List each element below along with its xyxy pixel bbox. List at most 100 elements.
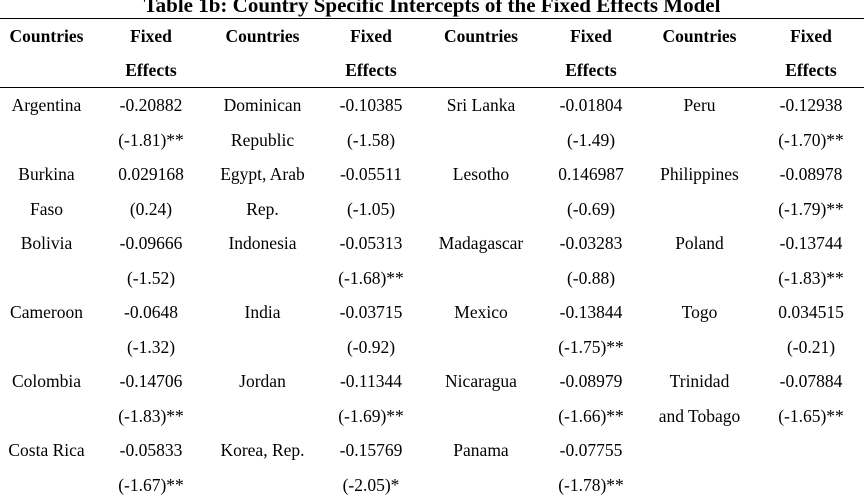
country-cell: Bolivia <box>0 226 98 261</box>
fixed-effect-cell: (-1.65)** <box>758 399 864 434</box>
fixed-effect-cell: -0.03283 <box>541 226 641 261</box>
header-countries: Countries <box>204 19 321 54</box>
country-cell: Indonesia <box>204 226 321 261</box>
fixed-effect-cell: -0.08979 <box>541 364 641 399</box>
country-cell: Lesotho <box>421 157 541 192</box>
country-cell: Faso <box>0 192 98 227</box>
country-cell <box>421 123 541 158</box>
fixed-effect-cell: (-1.75)** <box>541 330 641 365</box>
table-row: Faso(0.24)Rep.(-1.05)(-0.69)(-1.79)** <box>0 192 864 227</box>
fixed-effect-cell: 0.029168 <box>98 157 204 192</box>
fixed-effect-cell: -0.05511 <box>321 157 421 192</box>
header-fixed-effects: Fixed <box>98 19 204 54</box>
fixed-effect-cell: (-1.32) <box>98 330 204 365</box>
country-cell: Mexico <box>421 295 541 330</box>
country-cell: Poland <box>641 226 758 261</box>
fixed-effect-cell: -0.15769 <box>321 433 421 468</box>
country-cell: Nicaragua <box>421 364 541 399</box>
country-cell <box>641 261 758 296</box>
header-countries <box>204 53 321 88</box>
fixed-effect-cell: -0.20882 <box>98 88 204 123</box>
country-cell <box>0 261 98 296</box>
fixed-effect-cell: (-1.49) <box>541 123 641 158</box>
table-row: (-1.32)(-0.92)(-1.75)**(-0.21) <box>0 330 864 365</box>
fixed-effect-cell: (-1.66)** <box>541 399 641 434</box>
fixed-effect-cell: (-1.78)** <box>541 468 641 502</box>
fixed-effect-cell: (-0.21) <box>758 330 864 365</box>
fixed-effect-cell: (-1.69)** <box>321 399 421 434</box>
country-cell: Republic <box>204 123 321 158</box>
country-cell <box>641 123 758 158</box>
header-countries <box>641 53 758 88</box>
country-cell: Madagascar <box>421 226 541 261</box>
country-cell <box>641 192 758 227</box>
country-cell: Rep. <box>204 192 321 227</box>
header-countries: Countries <box>641 19 758 54</box>
fixed-effect-cell: (-2.05)* <box>321 468 421 502</box>
header-fixed-effects: Effects <box>758 53 864 88</box>
table-row: (-1.83)** (-1.69)** (-1.66)**and Tobago(-1… <box>0 399 864 434</box>
fixed-effect-cell <box>758 433 864 468</box>
country-cell: Cameroon <box>0 295 98 330</box>
country-cell <box>204 330 321 365</box>
country-cell: Argentina <box>0 88 98 123</box>
country-cell <box>421 399 541 434</box>
country-cell <box>641 433 758 468</box>
country-cell: Egypt, Arab <box>204 157 321 192</box>
fixed-effect-cell: -0.12938 <box>758 88 864 123</box>
country-cell <box>204 399 321 434</box>
header-fixed-effects: Fixed <box>758 19 864 54</box>
fixed-effect-cell: -0.01804 <box>541 88 641 123</box>
country-cell <box>0 123 98 158</box>
fixed-effect-cell: -0.09666 <box>98 226 204 261</box>
header-fixed-effects: Fixed <box>541 19 641 54</box>
country-cell: Dominican <box>204 88 321 123</box>
fixed-effect-cell: -0.05313 <box>321 226 421 261</box>
fixed-effect-cell: -0.10385 <box>321 88 421 123</box>
fixed-effect-cell: (-0.88) <box>541 261 641 296</box>
header-countries <box>0 53 98 88</box>
fixed-effect-cell: (-1.79)** <box>758 192 864 227</box>
table-row: (-1.81)**Republic(-1.58)(-1.49)(-1.70)** <box>0 123 864 158</box>
fixed-effect-cell: 0.146987 <box>541 157 641 192</box>
fixed-effect-cell: (-1.68)** <box>321 261 421 296</box>
country-cell: Colombia <box>0 364 98 399</box>
header-countries <box>421 53 541 88</box>
fixed-effect-cell: (-0.69) <box>541 192 641 227</box>
country-cell <box>421 330 541 365</box>
fixed-effect-cell <box>758 468 864 502</box>
country-cell <box>204 261 321 296</box>
fixed-effect-cell: (-1.52) <box>98 261 204 296</box>
country-cell <box>421 261 541 296</box>
fixed-effect-cell: -0.07755 <box>541 433 641 468</box>
country-cell <box>0 330 98 365</box>
fixed-effect-cell: -0.0648 <box>98 295 204 330</box>
fixed-effect-cell: (-1.58) <box>321 123 421 158</box>
country-cell <box>0 468 98 502</box>
country-cell <box>421 192 541 227</box>
fixed-effect-cell: (-1.70)** <box>758 123 864 158</box>
fixed-effect-cell: 0.034515 <box>758 295 864 330</box>
country-cell: Togo <box>641 295 758 330</box>
country-cell <box>641 330 758 365</box>
country-cell: India <box>204 295 321 330</box>
fixed-effect-cell: -0.03715 <box>321 295 421 330</box>
country-cell: Panama <box>421 433 541 468</box>
country-cell: and Tobago <box>641 399 758 434</box>
fixed-effect-cell: -0.13744 <box>758 226 864 261</box>
country-cell <box>641 468 758 502</box>
header-countries: Countries <box>421 19 541 54</box>
fixed-effect-cell: (-1.83)** <box>98 399 204 434</box>
fixed-effect-cell: -0.11344 <box>321 364 421 399</box>
header-fixed-effects: Effects <box>321 53 421 88</box>
